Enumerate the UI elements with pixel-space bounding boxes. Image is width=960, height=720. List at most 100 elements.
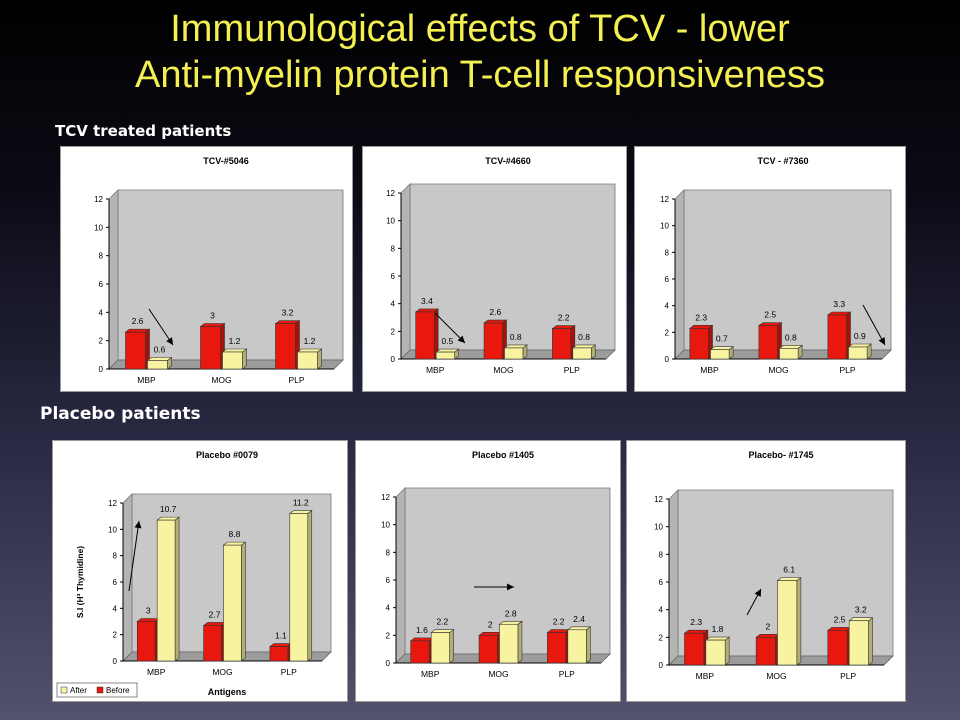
data-label-before-mbp: 3 [146, 606, 151, 616]
y-tick-label: 0 [99, 365, 104, 374]
bar-after-mog [498, 620, 523, 664]
bar-before-mbp [414, 308, 440, 360]
y-tick-label: 0 [391, 355, 396, 364]
category-label-mbp: MBP [696, 671, 715, 681]
data-label-after-mog: 0.8 [785, 332, 797, 342]
bar-after-mog [221, 348, 248, 370]
category-label-mbp: MBP [421, 669, 440, 679]
data-label-after-mbp: 1.8 [712, 624, 724, 634]
bar-after-mog [776, 577, 802, 666]
y-tick-label: 12 [654, 495, 663, 504]
category-label-mog: MOG [488, 669, 508, 679]
slide-title-line-1: Immunological effects of TCV - lower [170, 8, 790, 50]
bar-before-mog [757, 322, 783, 360]
plot-side-wall [108, 189, 119, 370]
y-tick-label: 6 [99, 280, 104, 289]
x-axis-title: Antigens [208, 687, 247, 697]
bar-before-mbp [136, 617, 161, 662]
data-label-after-mog: 2.8 [505, 608, 517, 618]
y-tick-label: 12 [94, 195, 103, 204]
chart-placebo-1745: 0 2 4 6 8 10 12 Placebo- #1745 2.3 1.8 MBP 2 6.1 MOG 2… [626, 440, 906, 702]
y-tick-label: 8 [386, 548, 391, 557]
y-tick-label: 12 [381, 493, 390, 502]
data-label-after-mbp: 0.7 [716, 334, 728, 344]
y-tick-label: 8 [665, 248, 670, 257]
plot-back-wall [683, 189, 892, 351]
slide-title: Immunological effects of TCV - lower Ant… [0, 6, 960, 98]
y-tick-label: 4 [391, 300, 396, 309]
bar-before-mog [202, 621, 227, 662]
plot-back-wall [409, 183, 616, 351]
y-tick-label: 12 [386, 189, 395, 198]
chart-title: TCV-#5046 [203, 156, 249, 166]
chart-svg: 0 2 4 6 8 10 12 TCV - #7360 2.3 0.7 MBP 2.5 0.8 MOG 3.… [660, 156, 892, 375]
chart-svg: 0 2 4 6 8 10 12 Placebo #1405 1.6 2.2 MBP 2 2.8 MOG 2.… [381, 450, 611, 679]
category-label-mbp: MBP [426, 365, 445, 375]
data-label-before-mbp: 1.6 [416, 625, 428, 635]
data-label-after-mbp: 0.6 [154, 345, 166, 355]
y-tick-label: 6 [113, 578, 118, 587]
y-tick-label: 10 [381, 521, 390, 530]
data-label-before-plp: 2.2 [558, 313, 570, 323]
y-tick-label: 8 [391, 244, 396, 253]
trend-arrow-up [128, 520, 142, 592]
section-label-tcv: TCV treated patients [55, 122, 232, 140]
category-label-plp: PLP [559, 669, 575, 679]
category-label-mog: MOG [768, 365, 788, 375]
data-label-after-mog: 0.8 [510, 332, 522, 342]
bar-after-mbp [146, 356, 173, 370]
y-tick-label: 4 [386, 604, 391, 613]
data-label-after-mog: 1.2 [229, 336, 241, 346]
bar-before-plp [546, 628, 571, 664]
data-label-after-plp: 1.2 [304, 336, 316, 346]
y-tick-label: 6 [386, 576, 391, 585]
chart-placebo-0079: 0 2 4 6 8 10 12 Placebo #0079 3 10.7 MBP 2.7 8.8 MOG 1… [52, 440, 348, 702]
chart-svg: 0 2 4 6 8 10 12 Placebo #0079 3 10.7 MBP 2.7 8.8 MOG 1… [56, 450, 332, 698]
y-tick-label: 0 [113, 657, 118, 666]
chart-title: Placebo #0079 [196, 450, 258, 460]
data-label-after-mbp: 10.7 [160, 504, 177, 514]
y-tick-label: 6 [659, 578, 664, 587]
category-label-plp: PLP [564, 365, 580, 375]
slide-title-line-2: Anti-myelin protein T-cell responsivenes… [135, 54, 825, 96]
bar-before-plp [826, 311, 852, 360]
category-label-mbp: MBP [700, 365, 719, 375]
legend-after-label: After [70, 686, 87, 695]
data-label-before-plp: 2.2 [553, 617, 565, 627]
plot-side-wall [395, 487, 406, 664]
chart-tcv-7360: 0 2 4 6 8 10 12 TCV - #7360 2.3 0.7 MBP 2.5 0.8 MOG 3.… [634, 146, 906, 392]
bar-before-plp [274, 320, 301, 370]
data-label-before-plp: 1.1 [275, 631, 287, 641]
data-label-after-mog: 6.1 [783, 565, 795, 575]
y-tick-label: 4 [113, 604, 118, 613]
bar-after-mog [778, 344, 804, 360]
category-label-mbp: MBP [137, 375, 156, 385]
trend-arrow-down [862, 304, 886, 346]
plot-side-wall [400, 183, 411, 360]
bar-after-plp [566, 626, 592, 664]
plot-side-wall [674, 189, 685, 360]
category-label-mog: MOG [766, 671, 786, 681]
y-tick-label: 10 [660, 222, 669, 231]
data-label-before-mbp: 3.4 [421, 296, 433, 306]
y-tick-label: 12 [108, 499, 117, 508]
bar-before-mog [483, 319, 508, 360]
data-label-before-plp: 2.5 [834, 614, 846, 624]
bar-before-mbp [124, 328, 151, 370]
bar-before-mbp [409, 637, 435, 664]
bar-before-plp [826, 626, 853, 666]
y-tick-label: 10 [108, 525, 117, 534]
data-label-before-mbp: 2.3 [695, 312, 707, 322]
bar-after-mbp [430, 628, 455, 664]
category-label-plp: PLP [840, 671, 856, 681]
y-tick-label: 6 [391, 272, 396, 281]
bar-before-mbp [683, 629, 709, 666]
bar-after-mog [222, 541, 247, 662]
y-tick-label: 10 [94, 223, 103, 232]
chart-svg: 0 2 4 6 8 10 12 TCV-#4660 3.4 0.5 MBP 2.6 0.8 MOG 2.2 0… [386, 156, 616, 375]
y-tick-label: 8 [659, 550, 664, 559]
bar-after-plp [288, 509, 313, 662]
bar-after-plp [848, 617, 874, 666]
trend-arrow-right [474, 583, 514, 591]
category-label-plp: PLP [839, 365, 855, 375]
